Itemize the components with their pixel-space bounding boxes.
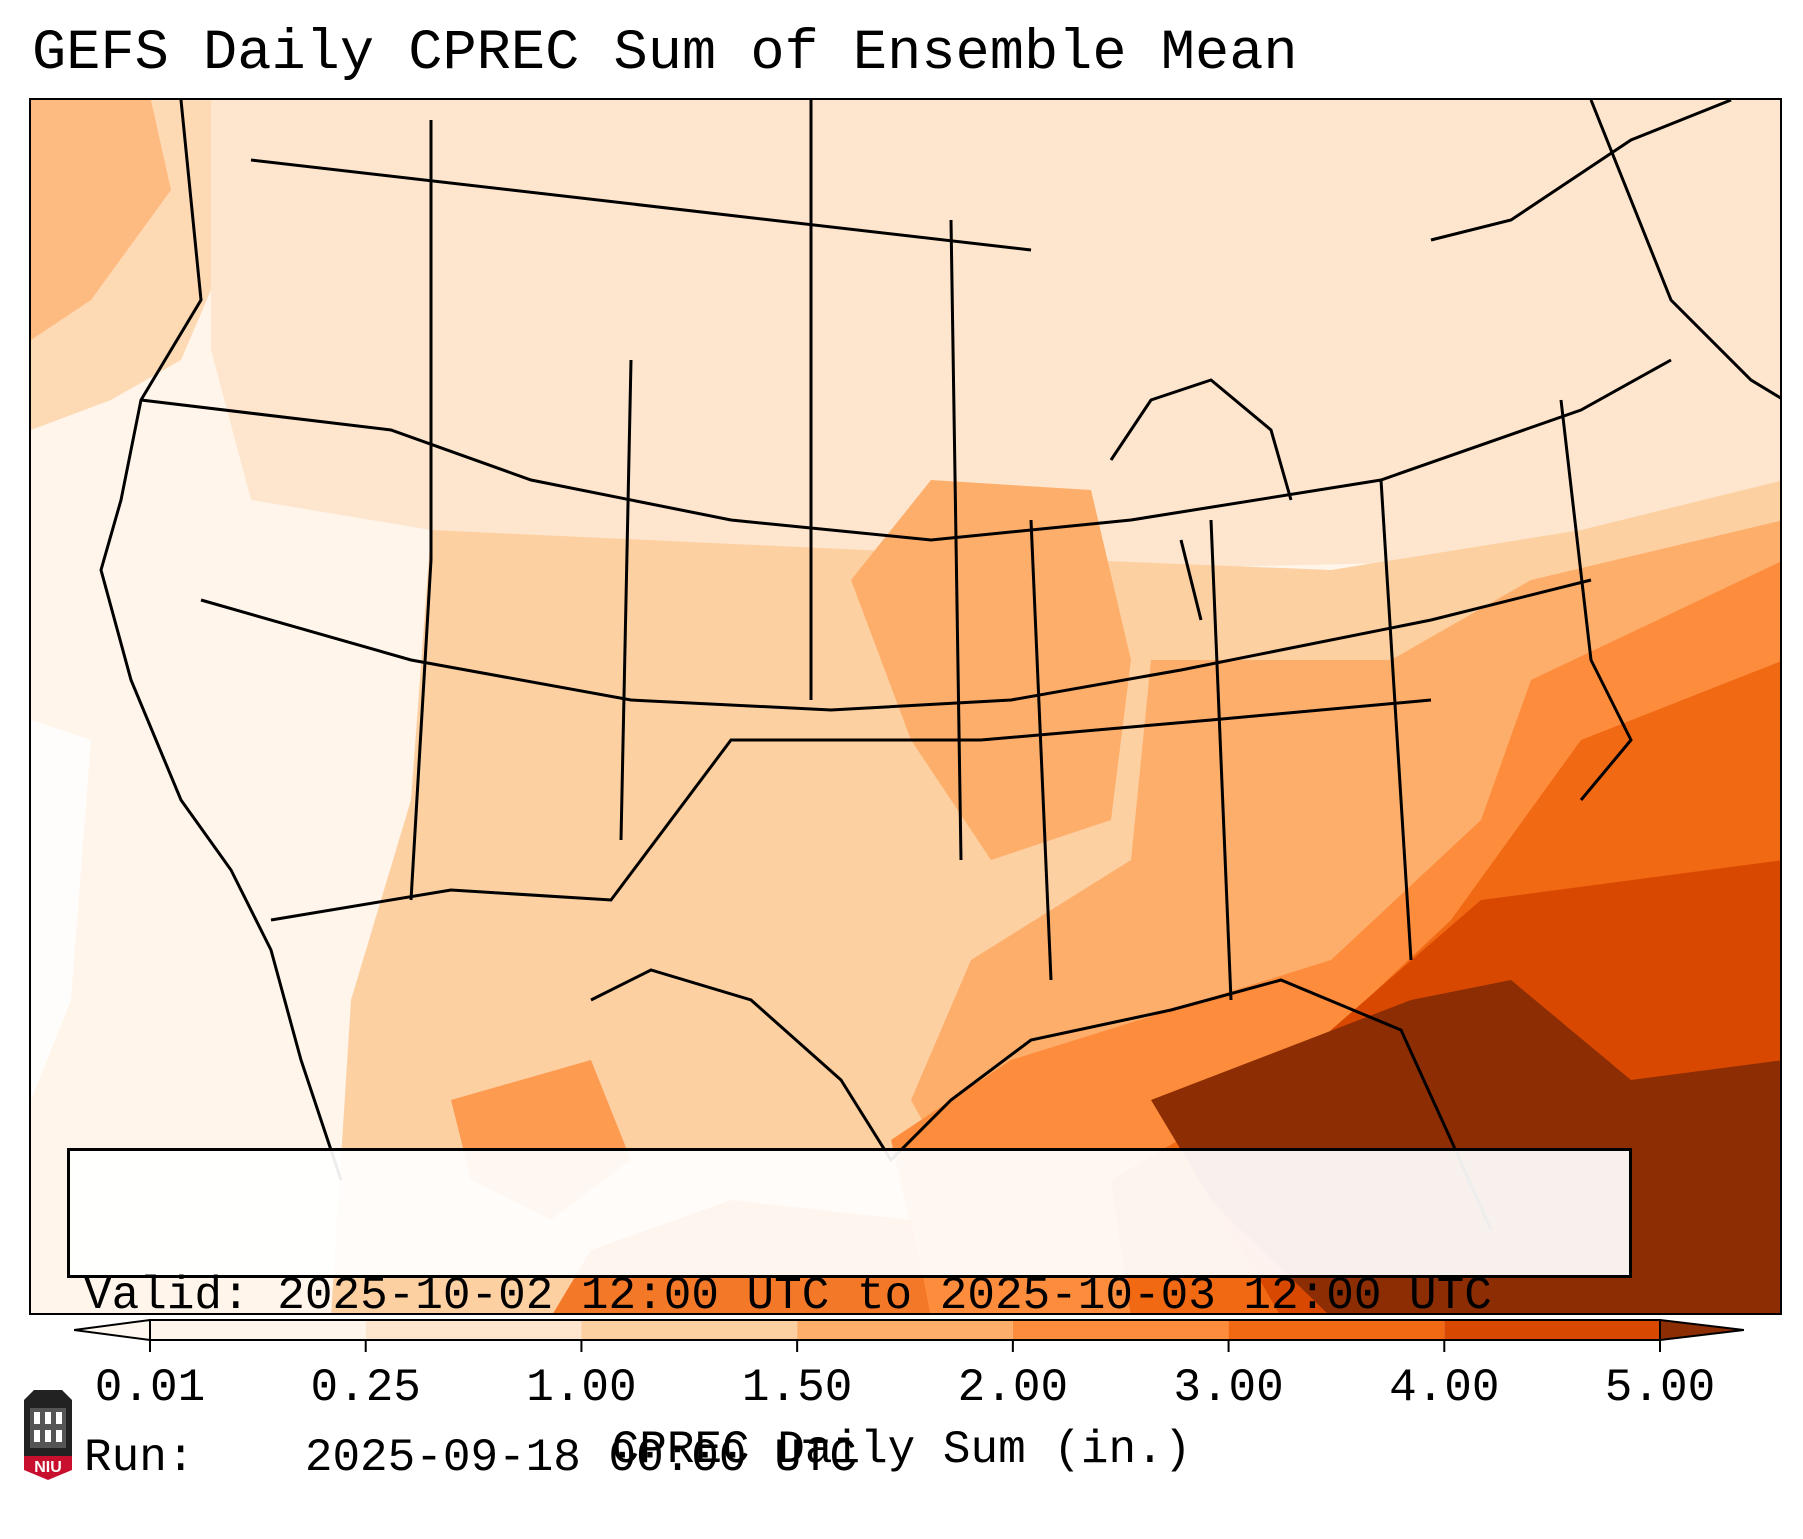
run-value: 2025-09-18 00:00 UTC — [304, 1432, 857, 1484]
colorbar-segment — [797, 1320, 1013, 1340]
chart-title: GEFS Daily CPREC Sum of Ensemble Mean — [32, 22, 1298, 86]
colorbar-segment — [1444, 1320, 1660, 1340]
colorbar-ticks — [149, 1340, 1661, 1352]
colorbar-tick-label: 3.00 — [1173, 1362, 1284, 1414]
colorbar-tick-label: 4.00 — [1389, 1362, 1500, 1414]
colorbar-tick-label: 1.00 — [526, 1362, 637, 1414]
colorbar-extend-min — [74, 1318, 151, 1342]
colorbar-segment — [1228, 1320, 1445, 1340]
run-row: Run: 2025-09-18 00:00 UTC — [84, 1431, 1629, 1485]
valid-label: Valid: — [84, 1270, 250, 1322]
run-label: Run: — [84, 1432, 195, 1484]
colorbar-tick-label: 2.00 — [957, 1362, 1069, 1414]
logo-text: NIU — [34, 1459, 62, 1476]
state-boundaries — [99, 100, 1780, 1231]
colorbar-label: CPREC Daily Sum (in.) — [611, 1424, 1192, 1476]
colorbar-tick-label: 5.00 — [1604, 1362, 1716, 1414]
niu-logo: NIU — [24, 1390, 72, 1480]
colorbar-tick-label: 0.25 — [310, 1362, 421, 1414]
valid-row: Valid: 2025-10-02 12:00 UTC to 2025-10-0… — [84, 1269, 1629, 1323]
colorbar-outline — [149, 1319, 1661, 1341]
colorbar-tick-label: 1.50 — [741, 1362, 853, 1414]
colorbar — [74, 1318, 1744, 1352]
colorbar-tick-label: 0.01 — [94, 1362, 206, 1414]
colorbar-extend-max — [1659, 1318, 1744, 1342]
colorbar-segment — [150, 1320, 366, 1340]
colorbar-segment — [581, 1320, 798, 1340]
valid-value: 2025-10-02 12:00 UTC to 2025-10-03 12:00… — [277, 1270, 1492, 1322]
colorbar-segment — [1012, 1320, 1229, 1340]
colorbar-segments — [74, 1318, 1744, 1342]
colorbar-segment — [365, 1320, 582, 1340]
map-panel — [29, 98, 1782, 1315]
precip-map — [31, 100, 1780, 1313]
run-info-box: Valid: 2025-10-02 12:00 UTC to 2025-10-0… — [67, 1148, 1632, 1484]
